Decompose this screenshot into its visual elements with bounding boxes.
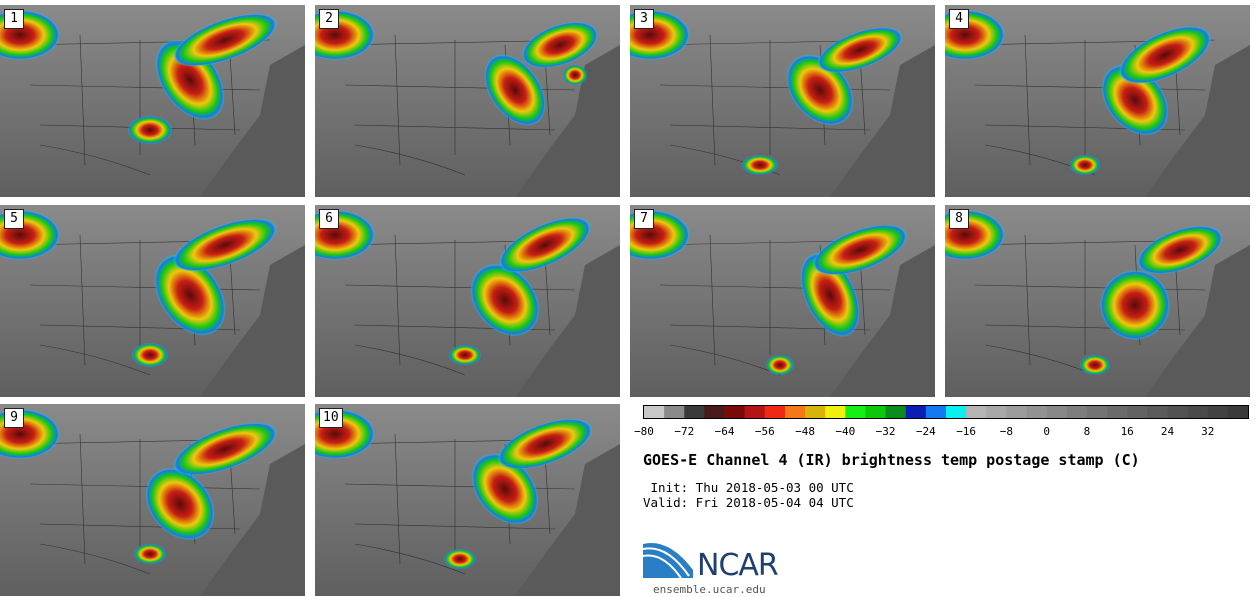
ir-map [945, 5, 1250, 197]
init-time: Init: Thu 2018-05-03 00 UTC [643, 480, 854, 495]
colorbar-segment [946, 406, 967, 418]
colorbar-tick-label: −72 [674, 425, 695, 438]
panel-number: 10 [319, 408, 343, 428]
forecast-panel: 9 [0, 404, 305, 596]
colorbar-segment [1107, 406, 1128, 418]
forecast-panel: 1 [0, 5, 305, 197]
colorbar-tick-label: 8 [1083, 425, 1091, 438]
colorbar-segment [704, 406, 725, 418]
colorbar-segment [1066, 406, 1088, 418]
panel-number: 7 [634, 209, 654, 229]
product-title: GOES-E Channel 4 (IR) brightness temp po… [643, 451, 1140, 469]
ir-map [315, 5, 620, 197]
colorbar-segment [1086, 406, 1108, 418]
colorbar-segment [1167, 406, 1188, 418]
forecast-panel: 8 [945, 205, 1250, 397]
forecast-panel: 5 [0, 205, 305, 397]
colorbar-segment [865, 406, 886, 418]
colorbar-segment [724, 406, 745, 418]
forecast-panel: 10 [315, 404, 620, 596]
colorbar-tick-label: −24 [915, 425, 936, 438]
forecast-panel: 3 [630, 5, 935, 197]
ir-map [630, 205, 935, 397]
colorbar-segment [925, 406, 947, 418]
colorbar-tick-label: 0 [1043, 425, 1050, 438]
colorbar-tick-label: 24 [1160, 425, 1175, 438]
website-link[interactable]: ensemble.ucar.edu [653, 583, 766, 596]
colorbar-segment [744, 406, 766, 418]
colorbar-segment [644, 406, 665, 418]
panel-number: 9 [4, 408, 24, 428]
colorbar-segment [1147, 406, 1168, 418]
colorbar-tick-label: −8 [999, 425, 1014, 438]
colorbar-segment [1046, 406, 1068, 418]
colorbar-segment [825, 406, 846, 418]
colorbar-segment [986, 406, 1007, 418]
forecast-panel: 2 [315, 5, 620, 197]
ncar-logo [643, 543, 693, 579]
colorbar-tick-label: −16 [956, 425, 977, 438]
colorbar-segment [1026, 406, 1047, 418]
panel-number: 4 [949, 9, 969, 29]
colorbar-segment [1006, 406, 1027, 418]
colorbar-tick-label: −32 [875, 425, 896, 438]
colorbar-segment [1227, 406, 1249, 418]
colorbar-tick-label: −64 [714, 425, 735, 438]
colorbar-tick-label: −80 [634, 425, 654, 438]
colorbar-tick-label: −48 [795, 425, 815, 438]
colorbar-segment [764, 406, 786, 418]
valid-time: Valid: Fri 2018-05-04 04 UTC [643, 495, 854, 510]
panel-number: 2 [319, 9, 339, 29]
colorbar-segment [805, 406, 826, 418]
colorbar-segment [1127, 406, 1148, 418]
forecast-panel: 7 [630, 205, 935, 397]
panel-number: 3 [634, 9, 654, 29]
colorbar-segment [966, 406, 987, 418]
ir-map [315, 205, 620, 397]
colorbar-tick-label: 16 [1120, 425, 1134, 438]
colorbar-tick-label: −56 [754, 425, 775, 438]
colorbar-segment [1207, 406, 1229, 418]
ncar-wordmark: NCAR [697, 548, 779, 583]
forecast-panel: 4 [945, 5, 1250, 197]
colorbar-segment [664, 406, 685, 418]
panel-number: 1 [4, 9, 24, 29]
panel-number: 8 [949, 209, 969, 229]
colorbar-tick-label: 32 [1201, 425, 1215, 438]
colorbar-segment [1187, 406, 1209, 418]
colorbar-segment [684, 406, 705, 418]
panel-number: 6 [319, 209, 339, 229]
ir-map [0, 404, 305, 596]
panel-number: 5 [4, 209, 24, 229]
forecast-panel: 6 [315, 205, 620, 397]
colorbar-segment [784, 406, 806, 418]
colorbar-segment [845, 406, 866, 418]
ir-map [630, 5, 935, 197]
ir-map [0, 205, 305, 397]
ir-map [0, 5, 305, 197]
temperature-colorbar [643, 405, 1249, 419]
ir-map [945, 205, 1250, 397]
colorbar-border [643, 405, 1249, 419]
colorbar-segment [905, 406, 927, 418]
colorbar-tick-label: −40 [835, 425, 856, 438]
ir-map [315, 404, 620, 596]
colorbar-segment [885, 406, 907, 418]
